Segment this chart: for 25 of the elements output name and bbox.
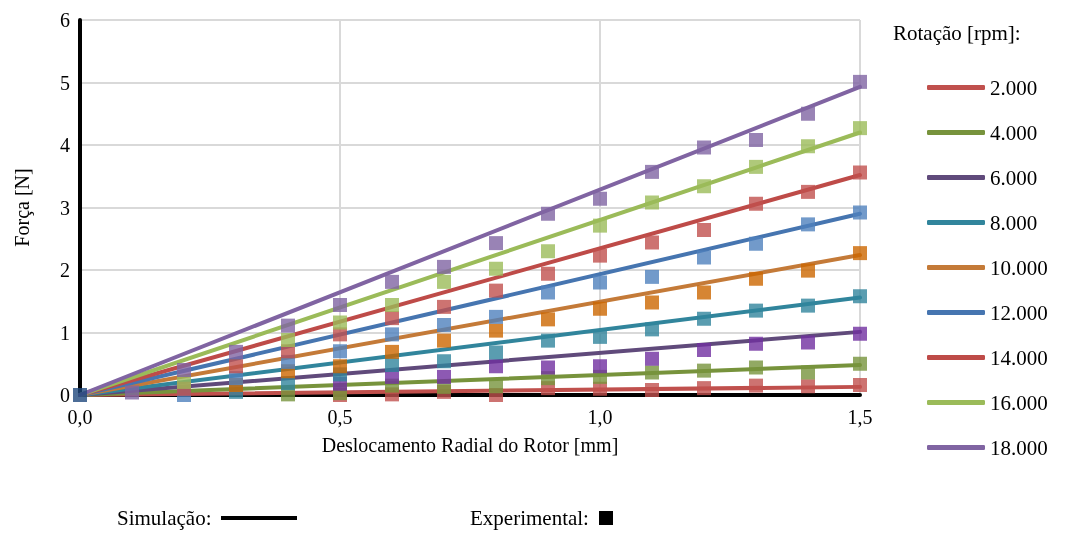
legend-label: 12.000	[990, 300, 1048, 325]
y-axis-title: Força [N]	[11, 168, 34, 247]
legend-label: 10.000	[990, 255, 1048, 280]
y-tick-label: 2	[60, 259, 70, 281]
text: Simulação:	[117, 505, 212, 530]
y-tick-label: 0	[60, 384, 70, 406]
y-tick-label: 5	[60, 71, 70, 94]
legend-title: Rotação [rpm]:	[893, 20, 1021, 45]
text: Experimental:	[470, 505, 589, 530]
legend-label: 16.000	[990, 390, 1048, 415]
y-tick-label: 3	[60, 196, 70, 219]
legend-label: 6.000	[990, 165, 1038, 190]
x-tick-label: 1,0	[587, 406, 613, 428]
legend-label: 2.000	[990, 75, 1038, 100]
x-axis-title: Deslocamento Radial do Rotor [mm]	[321, 434, 619, 456]
y-tick-label: 1	[60, 321, 70, 344]
x-tick-label: 1,5	[847, 406, 873, 428]
legend-label: 18.000	[990, 435, 1048, 460]
legend-label: 4.000	[990, 120, 1038, 145]
x-tick-label: 0,0	[67, 406, 93, 428]
x-tick-label: 0,5	[327, 406, 353, 428]
y-tick-label: 4	[60, 134, 70, 156]
y-tick-label: 6	[60, 9, 70, 31]
legend-label: 8.000	[990, 210, 1038, 235]
legend-label: 14.000	[990, 345, 1048, 370]
